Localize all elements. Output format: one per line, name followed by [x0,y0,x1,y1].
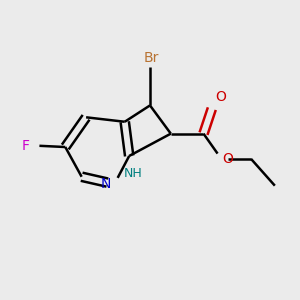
Text: NH: NH [123,167,142,180]
Text: F: F [21,139,29,152]
Text: Br: Br [144,52,159,65]
Text: N: N [101,177,111,191]
Text: O: O [222,152,233,166]
Text: O: O [215,90,226,104]
